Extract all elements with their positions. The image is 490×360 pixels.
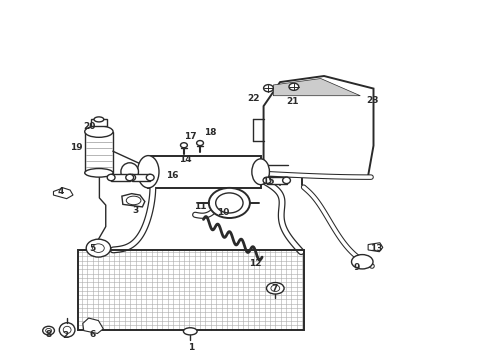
Polygon shape: [53, 188, 73, 199]
Ellipse shape: [252, 159, 270, 185]
Ellipse shape: [138, 156, 159, 188]
Ellipse shape: [283, 177, 291, 184]
Ellipse shape: [63, 326, 71, 333]
Ellipse shape: [85, 168, 113, 177]
Bar: [132, 174, 150, 181]
Text: 6: 6: [90, 330, 96, 339]
Ellipse shape: [121, 163, 139, 181]
Text: 9: 9: [353, 264, 360, 273]
Text: 11: 11: [194, 202, 206, 211]
Ellipse shape: [126, 196, 141, 205]
Text: 17: 17: [184, 132, 196, 141]
Ellipse shape: [271, 285, 280, 292]
Text: 8: 8: [46, 330, 52, 339]
Text: 12: 12: [249, 259, 262, 268]
Ellipse shape: [264, 85, 273, 92]
Text: 3: 3: [132, 206, 138, 215]
Ellipse shape: [147, 174, 154, 181]
Text: 20: 20: [83, 122, 96, 131]
Ellipse shape: [263, 177, 271, 184]
Text: 13: 13: [369, 244, 382, 253]
Text: 21: 21: [287, 97, 299, 106]
Bar: [267, 177, 287, 184]
Bar: [91, 120, 107, 126]
Ellipse shape: [183, 328, 197, 335]
Ellipse shape: [351, 255, 373, 269]
Ellipse shape: [86, 239, 111, 257]
Text: 22: 22: [247, 94, 260, 103]
Text: 4: 4: [57, 187, 64, 196]
Ellipse shape: [128, 174, 136, 181]
Ellipse shape: [43, 326, 54, 335]
Ellipse shape: [209, 188, 250, 218]
Text: 7: 7: [271, 284, 277, 293]
Ellipse shape: [289, 83, 299, 90]
Text: 2: 2: [62, 332, 68, 341]
Text: 10: 10: [217, 208, 229, 217]
Text: 1: 1: [188, 343, 195, 352]
Text: 16: 16: [167, 171, 179, 180]
Ellipse shape: [267, 283, 284, 294]
Ellipse shape: [196, 140, 203, 145]
Text: 5: 5: [90, 244, 96, 253]
Bar: [85, 132, 113, 173]
Bar: [111, 174, 130, 181]
Ellipse shape: [94, 117, 104, 122]
Text: 23: 23: [366, 96, 378, 105]
Polygon shape: [122, 194, 145, 207]
Text: 14: 14: [179, 155, 192, 164]
Text: 15: 15: [262, 177, 275, 186]
Polygon shape: [264, 76, 373, 176]
Polygon shape: [273, 78, 360, 96]
Text: 19: 19: [70, 143, 83, 152]
Polygon shape: [368, 243, 383, 252]
Ellipse shape: [180, 143, 187, 148]
Text: 18: 18: [203, 128, 216, 137]
Ellipse shape: [85, 126, 113, 137]
Ellipse shape: [107, 174, 115, 181]
Ellipse shape: [216, 193, 243, 213]
Ellipse shape: [93, 244, 104, 252]
Ellipse shape: [126, 174, 134, 181]
Polygon shape: [83, 318, 103, 333]
Bar: [148, 156, 261, 188]
Bar: [78, 250, 304, 329]
Ellipse shape: [59, 323, 75, 337]
